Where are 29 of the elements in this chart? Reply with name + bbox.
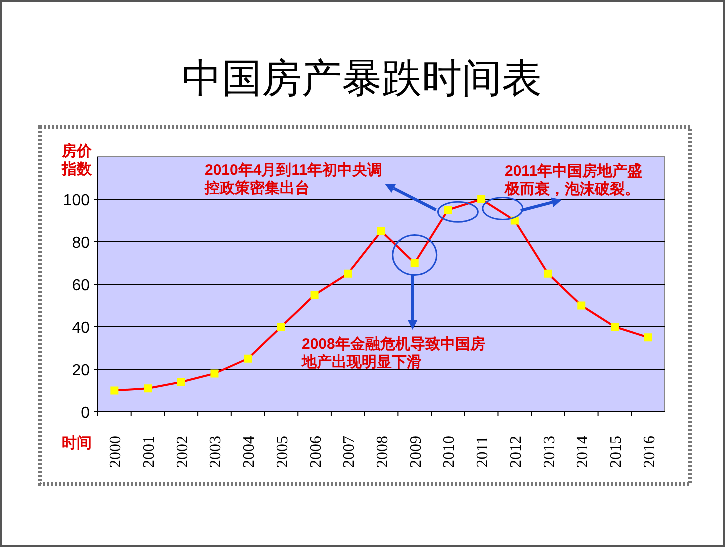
x-tick-label: 2015 <box>608 436 625 468</box>
chart-title: 中国房产暴跌时间表 <box>182 57 542 101</box>
x-tick-label: 2009 <box>408 436 425 468</box>
x-tick-label: 2008 <box>374 436 392 468</box>
y-tick-label: 100 <box>63 192 90 210</box>
annotation: 2010年4月到11年初中央调控政策密集出台 <box>204 161 383 197</box>
y-tick-label: 40 <box>72 320 90 337</box>
x-tick-label: 2004 <box>241 436 258 468</box>
y-tick-label: 60 <box>72 278 90 294</box>
annotation: 2011年中国房地产盛极而衰，泡沫破裂。 <box>504 162 643 198</box>
y-tick-label: 20 <box>72 362 90 380</box>
x-tick-label: 2014 <box>574 436 592 468</box>
annotation: 2008年金融危机导致中国房地产出现明显下滑 <box>301 335 486 371</box>
x-tick-label: 2000 <box>108 436 125 468</box>
x-tick-label: 2007 <box>341 436 358 468</box>
x-axis-title: 时间 <box>62 435 92 452</box>
y-axis-title: 房价指数 <box>61 142 93 178</box>
y-tick-label: 80 <box>72 235 90 252</box>
x-tick-label: 2003 <box>208 436 225 468</box>
x-tick-label: 2013 <box>541 436 558 468</box>
x-tick-label: 2002 <box>174 436 192 468</box>
x-tick-label: 2011 <box>474 436 492 468</box>
y-tick-label: 0 <box>81 405 90 422</box>
x-tick-label: 2016 <box>641 436 658 468</box>
x-tick-label: 2005 <box>274 436 292 468</box>
x-tick-label: 2010 <box>441 436 458 468</box>
x-tick-label: 2001 <box>141 436 158 468</box>
x-tick-label: 2006 <box>308 436 325 468</box>
x-tick-label: 2012 <box>508 436 525 468</box>
